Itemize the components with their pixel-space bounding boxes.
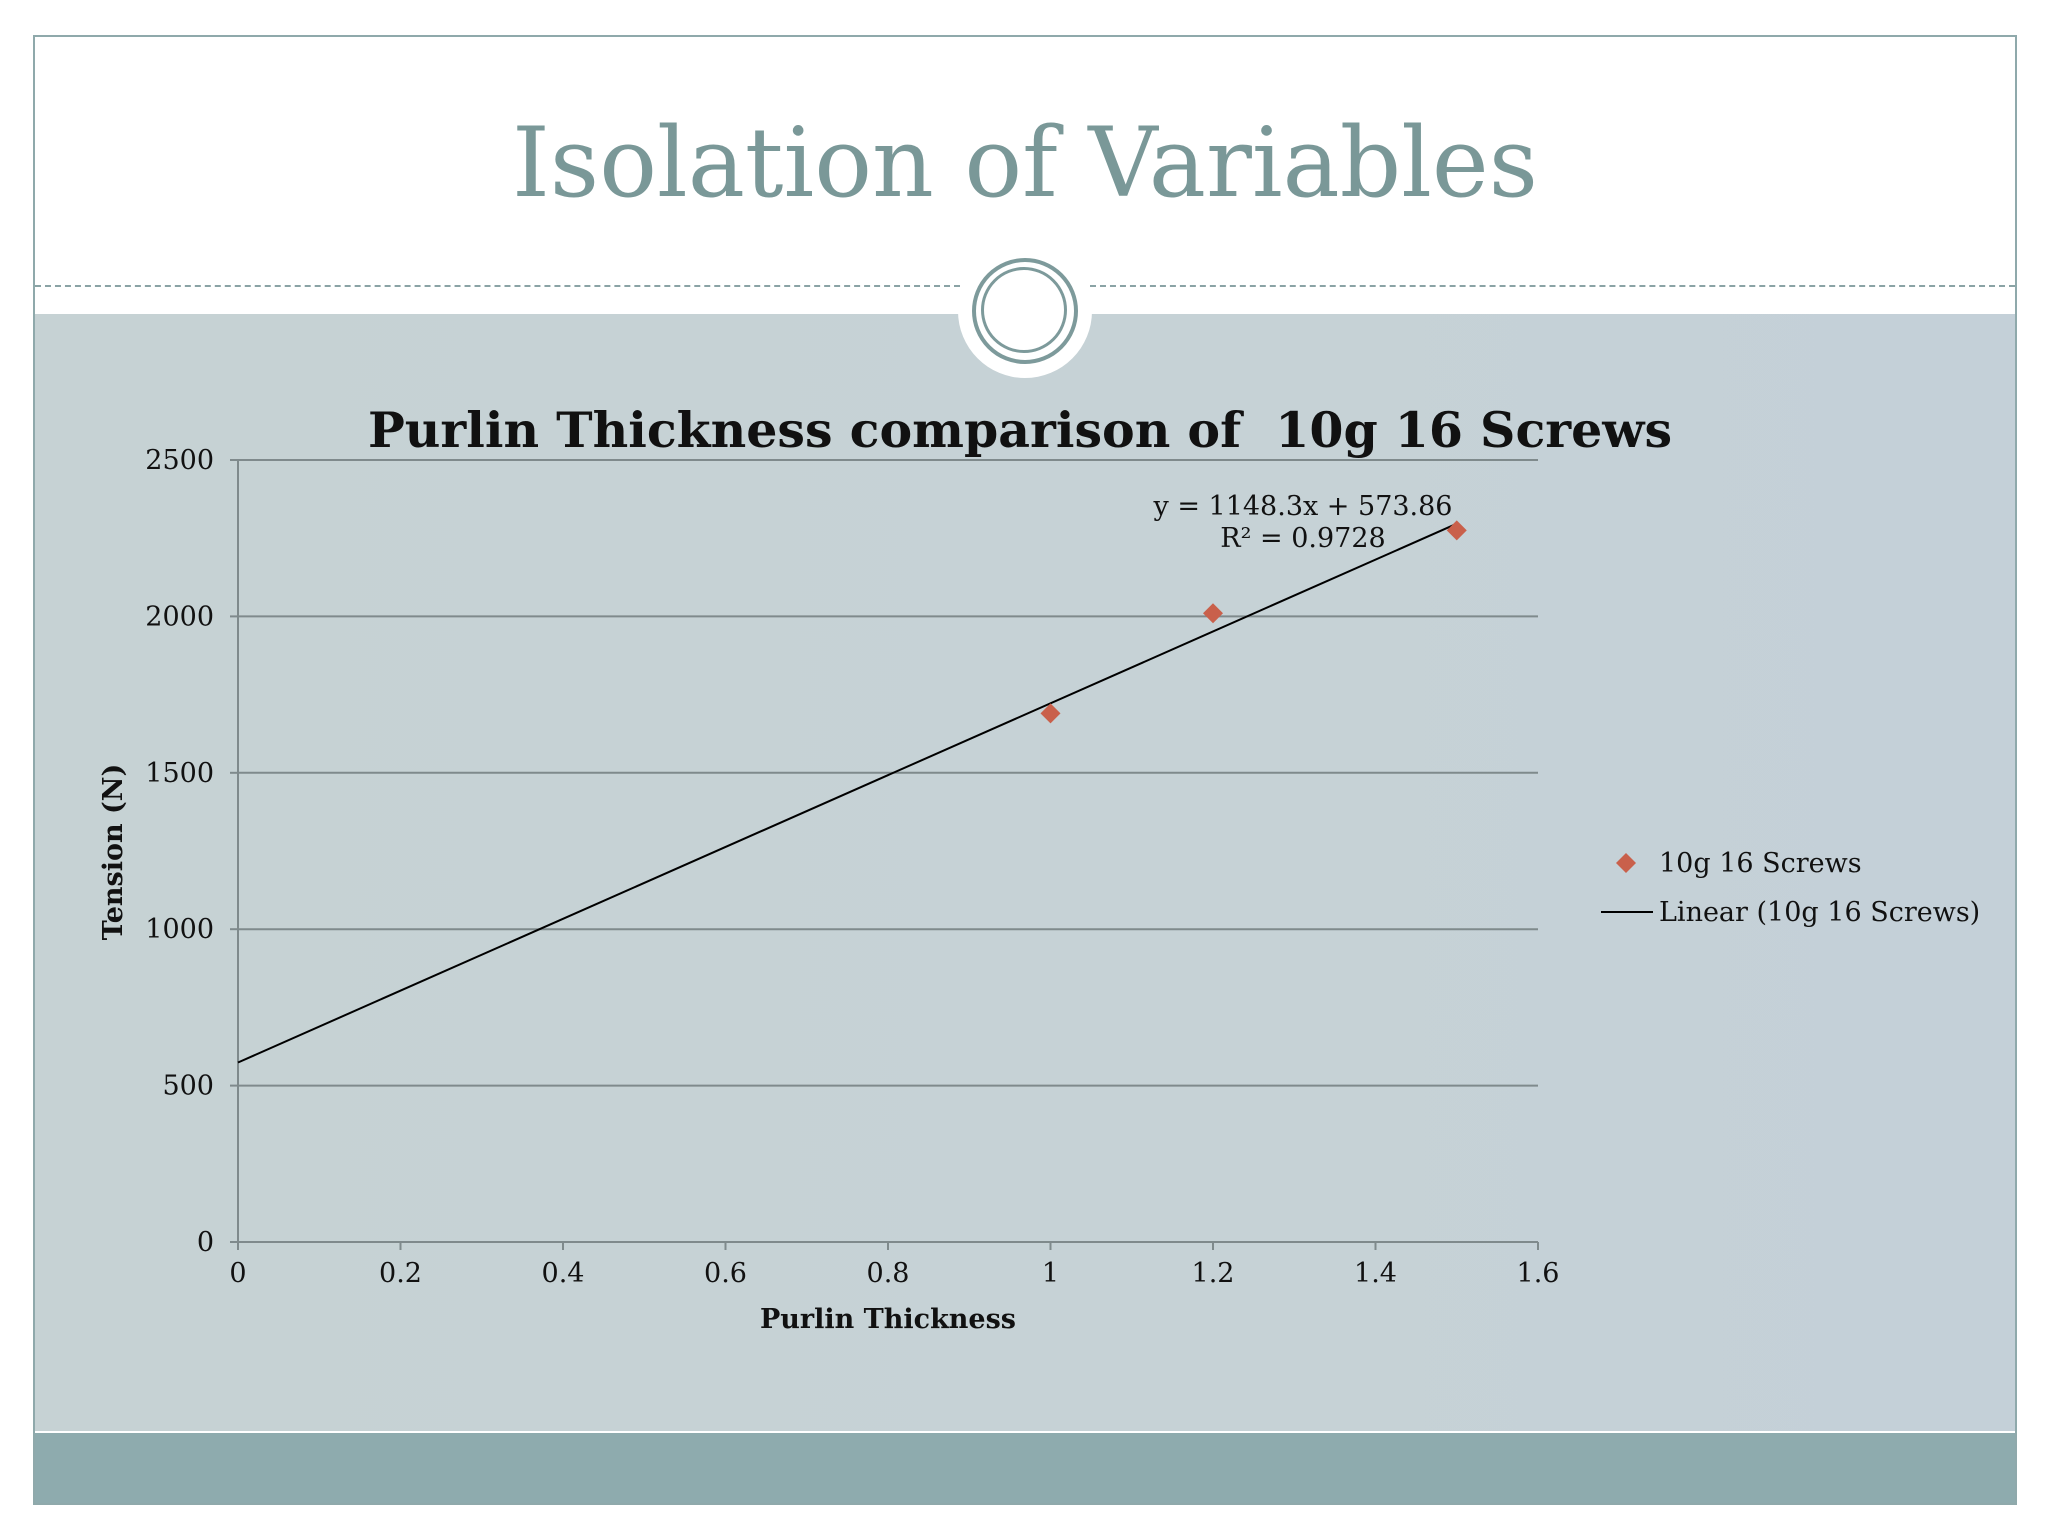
y-tick-label: 1500	[145, 758, 214, 789]
x-tick-label: 1.4	[1354, 1258, 1397, 1289]
content-area	[35, 314, 2015, 1431]
legend-label-series: 10g 16 Screws	[1659, 848, 1862, 879]
footer-band	[35, 1433, 2015, 1503]
axes	[230, 459, 1539, 1250]
y-tick-label: 500	[162, 1071, 214, 1102]
title-divider-left	[35, 285, 960, 287]
x-tick-label: 1	[1042, 1258, 1059, 1289]
ring-outer-icon	[972, 258, 1078, 364]
legend-label-trendline: Linear (10g 16 Screws)	[1659, 897, 1980, 928]
trendline-r2: R² = 0.9728	[1220, 523, 1385, 554]
y-tick-label: 0	[197, 1227, 214, 1258]
slide: Isolation of Variables Purlin Thickness …	[33, 35, 2017, 1505]
data-point	[1040, 703, 1061, 724]
x-tick-label: 1.6	[1517, 1258, 1560, 1289]
ring-inner-icon	[981, 267, 1067, 353]
chart-title: Purlin Thickness comparison of 10g 16 Sc…	[368, 401, 1672, 459]
x-tick-label: 0	[229, 1258, 246, 1289]
trendline-equation: y = 1148.3x + 573.86	[1152, 491, 1452, 522]
title-divider-right	[1090, 285, 2015, 287]
y-tick-label: 1000	[145, 914, 214, 945]
slide-title: Isolation of Variables	[512, 107, 1538, 219]
x-tick-label: 0.6	[704, 1258, 747, 1289]
data-point	[1203, 603, 1223, 624]
chart: Purlin Thickness comparison of 10g 16 Sc…	[98, 401, 1980, 1335]
data-points	[1040, 520, 1467, 724]
y-tick-label: 2000	[145, 601, 214, 632]
x-tick-label: 0.8	[867, 1258, 910, 1289]
trendline	[237, 522, 1458, 1064]
x-tick-label: 0.4	[542, 1258, 585, 1289]
ring-ornament	[958, 244, 1092, 378]
data-point	[1446, 520, 1467, 541]
y-axis-label: Tension (N)	[98, 764, 129, 941]
x-tick-labels: 0 0.2 0.4 0.6 0.8 1 1.2 1.4 1.6	[229, 1258, 1559, 1289]
legend: 10g 16 Screws Linear (10g 16 Screws)	[1601, 848, 1980, 928]
y-tick-labels: 0 500 1000 1500 2000 2500	[145, 445, 214, 1258]
x-tick-label: 1.2	[1192, 1258, 1235, 1289]
x-axis-label: Purlin Thickness	[760, 1304, 1016, 1335]
y-tick-label: 2500	[145, 445, 214, 476]
legend-marker-icon	[1616, 853, 1636, 873]
x-tick-label: 0.2	[379, 1258, 422, 1289]
gridlines	[238, 459, 1538, 1087]
